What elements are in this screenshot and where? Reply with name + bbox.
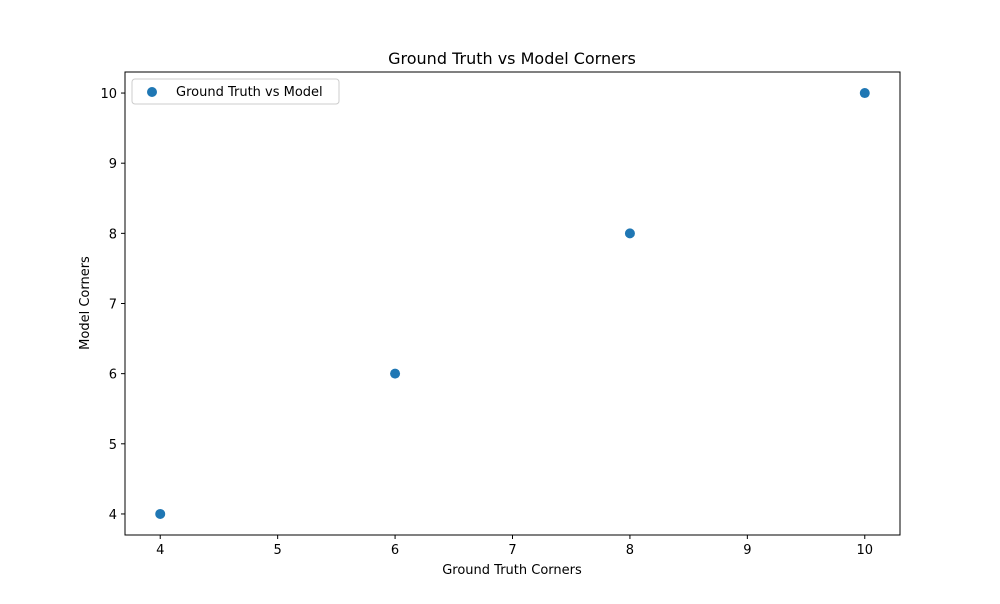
y-tick-label: 5 bbox=[109, 438, 117, 453]
x-tick-label: 7 bbox=[508, 543, 516, 558]
x-tick-label: 8 bbox=[626, 543, 634, 558]
chart-title: Ground Truth vs Model Corners bbox=[388, 49, 636, 68]
y-tick-label: 8 bbox=[109, 227, 117, 242]
y-tick-label: 4 bbox=[109, 508, 117, 523]
y-tick-label: 6 bbox=[109, 368, 117, 383]
legend: Ground Truth vs Model bbox=[131, 78, 340, 105]
y-axis-ticks: 4 5 6 7 8 9 10 bbox=[100, 87, 125, 523]
y-axis-label: Model Corners bbox=[78, 256, 93, 350]
x-axis-ticks: 4 5 6 7 8 9 10 bbox=[156, 535, 873, 558]
x-tick-label: 4 bbox=[156, 543, 164, 558]
x-tick-label: 6 bbox=[391, 543, 399, 558]
x-tick-label: 9 bbox=[743, 543, 751, 558]
y-tick-label: 9 bbox=[109, 157, 117, 172]
plot-area-frame bbox=[124, 71, 901, 536]
data-point bbox=[155, 508, 166, 519]
y-tick-label: 7 bbox=[109, 298, 117, 313]
y-tick-label: 10 bbox=[100, 87, 117, 102]
data-point bbox=[390, 368, 401, 379]
legend-box bbox=[131, 78, 340, 105]
data-point bbox=[859, 88, 870, 99]
data-point bbox=[624, 228, 635, 239]
data-points bbox=[155, 88, 870, 519]
x-tick-label: 10 bbox=[856, 543, 873, 558]
legend-label: Ground Truth vs Model bbox=[176, 85, 323, 100]
x-tick-label: 5 bbox=[274, 543, 282, 558]
legend-marker bbox=[147, 87, 157, 97]
x-axis-label: Ground Truth Corners bbox=[442, 563, 582, 578]
